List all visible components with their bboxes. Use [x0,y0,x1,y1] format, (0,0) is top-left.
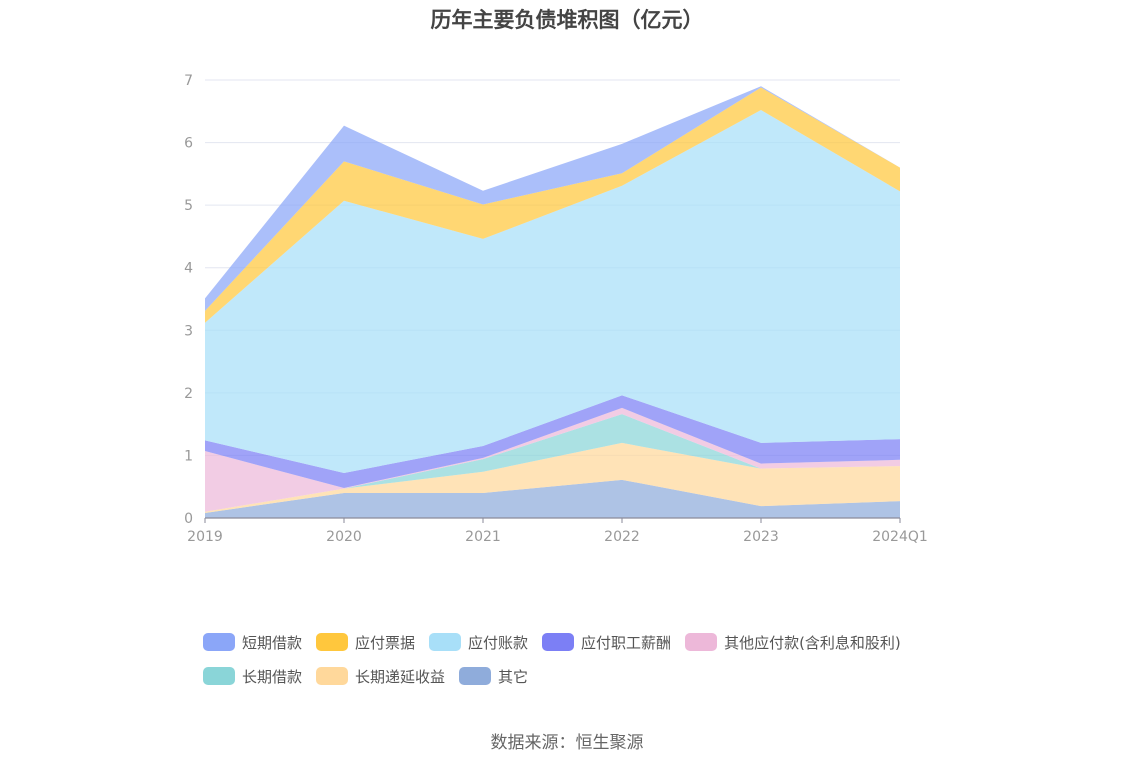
area-其它 [205,479,900,518]
stacked-area-chart: 0 1 2 3 4 5 6 7 2019 2020 2021 2022 2023 2024Q1 [184,73,928,545]
legend-item[interactable]: 短期借款 [203,630,302,654]
area-应付票据 [205,87,900,323]
legend-label: 其他应付款(含利息和股利) [724,633,901,652]
legend-label: 其它 [498,667,529,686]
legend-item[interactable]: 应付职工薪酬 [542,630,671,654]
legend-item[interactable]: 其他应付款(含利息和股利) [685,630,901,654]
chart-title: 历年主要负债堆积图（亿元） [430,8,704,32]
legend-label: 应付账款 [468,633,529,652]
legend-swatch [685,633,718,651]
legend-label: 长期递延收益 [355,667,446,686]
x-tick-label: 2022 [604,529,640,545]
y-tick-label: 5 [184,198,193,214]
x-tick-label: 2021 [465,529,501,545]
legend-swatch [429,633,462,651]
legend-label: 长期借款 [242,667,303,686]
y-tick-label: 7 [184,73,193,89]
y-tick-label: 2 [184,386,193,402]
legend-item[interactable]: 应付账款 [429,630,528,654]
area-应付账款 [205,110,900,473]
legend-swatch [203,633,235,651]
x-tick-label: 2024Q1 [872,529,928,545]
legend-item[interactable]: 长期借款 [203,664,302,688]
x-tick-label: 2020 [326,529,362,545]
legend-label: 短期借款 [242,633,303,652]
y-tick-label: 0 [184,511,193,527]
area-长期递延收益 [205,442,900,513]
source-note: 数据来源：恒生聚源 [490,733,644,753]
y-tick-label: 6 [184,136,193,152]
legend-swatch [203,667,235,685]
legend-item[interactable]: 其它 [459,664,528,688]
legend-label: 应付职工薪酬 [581,633,672,652]
x-tick-label: 2023 [743,529,779,545]
legend: 短期借款 应付票据 应付账款 应付职工薪酬 其他应付款(含利息和股利) 长期借款 长期递延收… [203,630,963,688]
y-tick-label: 3 [184,323,193,339]
legend-swatch [316,633,349,651]
legend-swatch [459,667,492,685]
area-短期借款 [205,86,900,311]
legend-swatch [542,633,575,651]
legend-item[interactable]: 长期递延收益 [316,664,445,688]
legend-swatch [316,667,349,685]
legend-item[interactable]: 应付票据 [316,630,415,654]
y-tick-label: 1 [184,448,193,464]
legend-label: 应付票据 [355,633,416,652]
series-areas [205,86,900,518]
axes: 0 1 2 3 4 5 6 7 2019 2020 2021 2022 2023 2024Q1 [184,73,928,545]
y-tick-label: 4 [184,261,193,277]
x-tick-label: 2019 [187,529,223,545]
